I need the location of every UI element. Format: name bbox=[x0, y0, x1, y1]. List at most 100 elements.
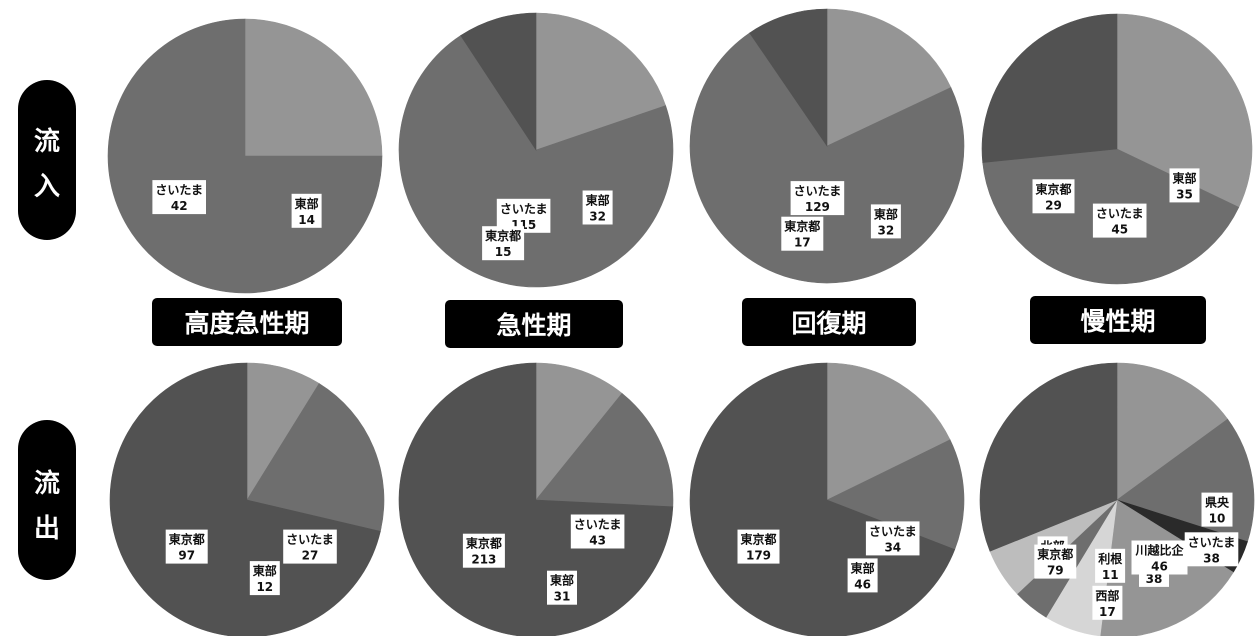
slice-label-name: さいたま bbox=[1096, 207, 1144, 221]
pie-slice bbox=[109, 362, 381, 636]
slice-label-box bbox=[865, 521, 920, 556]
slice-label-name: さいたま bbox=[155, 183, 203, 197]
slice-label-name: 西部 bbox=[1095, 588, 1119, 603]
slice-label-value: 15 bbox=[495, 245, 512, 259]
pie-6: 東部 31 さいたま 43 東京都 213 bbox=[398, 362, 674, 636]
period-labels: 高度急性期 急性期 回復期 慢性期 bbox=[152, 296, 1206, 348]
period-label-chronic-text: 慢性期 bbox=[1080, 307, 1155, 336]
pie-slice bbox=[535, 12, 667, 151]
period-label-acute: 急性期 bbox=[445, 300, 623, 348]
period-label-recovery: 回復期 bbox=[742, 298, 916, 346]
slice-label-value: 14 bbox=[298, 213, 315, 227]
slice-label-box bbox=[1092, 203, 1147, 238]
slice-label-value: 179 bbox=[746, 549, 771, 563]
pie-slice bbox=[689, 362, 956, 636]
slice-label-name: さいたま bbox=[794, 184, 842, 198]
slice-label-name: 東部 bbox=[253, 563, 277, 578]
slice-label-value: 97 bbox=[178, 549, 195, 563]
slice-label: さいたま 27 bbox=[283, 529, 337, 564]
slice-label-box bbox=[462, 533, 505, 568]
pie-slice bbox=[244, 18, 383, 157]
pie-7: 東部 46 さいたま 34 東京都 179 bbox=[689, 362, 965, 636]
row-label-inflow: 流 入 bbox=[18, 80, 76, 240]
slice-label: 川越比企 46 bbox=[1131, 540, 1188, 575]
slice-label: さいたま 42 bbox=[152, 180, 206, 215]
period-label-high-acute: 高度急性期 bbox=[152, 298, 342, 346]
pie-slice bbox=[398, 362, 674, 636]
pie-slice bbox=[1116, 362, 1229, 501]
row-label-outflow-line1: 流 bbox=[34, 469, 60, 499]
slice-label: 東京都 29 bbox=[1032, 179, 1075, 214]
slice-label-box bbox=[847, 558, 878, 593]
slice-label-box bbox=[1092, 585, 1123, 620]
slice-label-name: 県央 bbox=[1205, 495, 1230, 510]
slice-label-box bbox=[482, 226, 525, 261]
slice-label-name: 東京都 bbox=[784, 219, 820, 234]
slice-label: 県央 10 bbox=[1201, 492, 1233, 527]
slice-label: 東部 14 bbox=[291, 193, 322, 228]
period-label-chronic: 慢性期 bbox=[1030, 296, 1206, 344]
slice-label: 東京都 17 bbox=[781, 216, 824, 251]
slice-label-box bbox=[1032, 179, 1075, 214]
period-label-acute-text: 急性期 bbox=[496, 311, 571, 340]
slice-label-name: さいたま bbox=[286, 533, 334, 547]
slice-label: 西部 17 bbox=[1092, 585, 1123, 620]
pie-slice bbox=[826, 439, 965, 550]
slice-label: 東京都 97 bbox=[165, 529, 208, 564]
row-label-inflow-line1: 流 bbox=[34, 127, 60, 157]
slice-label-box bbox=[790, 181, 845, 216]
pie-slice bbox=[981, 13, 1118, 163]
slice-label-value: 17 bbox=[794, 236, 811, 250]
slice-label: 東京都 213 bbox=[462, 533, 505, 568]
slice-label-box bbox=[249, 561, 280, 596]
slice-label-box bbox=[547, 570, 577, 605]
pie-slice bbox=[246, 383, 385, 532]
slice-label: 東部 12 bbox=[249, 561, 280, 596]
slice-label-box bbox=[737, 529, 780, 564]
slice-label-name: 東京都 bbox=[1037, 547, 1073, 562]
slice-label-value: 32 bbox=[878, 223, 895, 237]
pie-slice bbox=[535, 362, 623, 501]
slice-label-name: 東京都 bbox=[485, 228, 521, 243]
slice-label-box bbox=[1201, 492, 1233, 527]
slice-label-value: 11 bbox=[1102, 568, 1119, 582]
pie-slice bbox=[826, 8, 952, 147]
slice-label-value: 38 bbox=[1203, 551, 1220, 565]
pie-slice bbox=[826, 362, 951, 501]
slice-label: 東部 32 bbox=[870, 204, 901, 239]
slice-label-value: 45 bbox=[1111, 223, 1128, 237]
slice-label-box bbox=[283, 529, 337, 564]
pie-5: 東部 12 さいたま 27 東京都 97 bbox=[109, 362, 385, 636]
slice-label-name: さいたま bbox=[1188, 535, 1236, 549]
row-labels: 流 入 流 出 bbox=[18, 80, 76, 580]
slice-label-value: 17 bbox=[1099, 605, 1116, 619]
slice-label-name: 東部 bbox=[586, 193, 610, 208]
slice-label-value: 129 bbox=[805, 200, 830, 214]
row-label-outflow-line2: 出 bbox=[34, 514, 60, 544]
slice-label: さいたま 129 bbox=[790, 181, 845, 216]
slice-label-name: さいたま bbox=[869, 524, 917, 538]
slice-label-value: 38 bbox=[1146, 572, 1163, 586]
pie-slice bbox=[749, 8, 828, 147]
slice-label-box bbox=[1131, 540, 1188, 575]
pie-3: 東部 32 さいたま 129 東京都 17 bbox=[689, 8, 965, 284]
slice-label-value: 35 bbox=[1176, 187, 1193, 201]
slice-label-box bbox=[1184, 532, 1239, 567]
slice-label-box bbox=[582, 190, 613, 225]
slice-label-name: さいたま bbox=[574, 518, 622, 532]
pie-slice bbox=[979, 362, 1118, 552]
period-label-recovery-text: 回復期 bbox=[791, 309, 866, 338]
slice-label-value: 46 bbox=[1151, 560, 1168, 574]
slice-label-name: 東京都 bbox=[169, 532, 205, 547]
slice-label-name: 利根 bbox=[1098, 551, 1122, 566]
slice-label-name: 東部 bbox=[550, 573, 574, 588]
slice-label-value: 213 bbox=[471, 553, 496, 567]
slice-label-name: 東京都 bbox=[466, 536, 502, 551]
slice-label: さいたま 43 bbox=[570, 514, 625, 549]
pie-4: 東部 35 さいたま 45 東京都 29 bbox=[981, 13, 1253, 285]
slice-label-value: 43 bbox=[589, 534, 606, 548]
slice-label-box bbox=[870, 204, 901, 239]
slice-label-value: 34 bbox=[884, 540, 901, 554]
